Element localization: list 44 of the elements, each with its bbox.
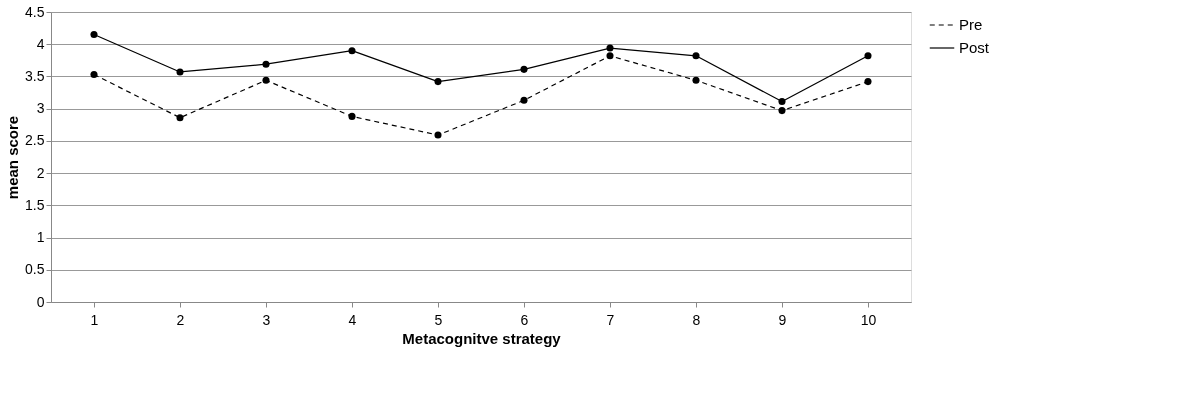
point — [778, 98, 786, 106]
y-tick-label: 1 — [36, 229, 45, 246]
point — [692, 76, 700, 84]
x-axis-title: Metacognitve strategy — [402, 329, 562, 347]
point — [434, 131, 442, 139]
point — [778, 107, 786, 115]
y-tick-label: 0 — [36, 293, 45, 310]
x-tick-label: 4 — [348, 311, 357, 328]
point — [90, 31, 98, 39]
y-axis-title: mean score — [4, 115, 22, 200]
point — [348, 47, 356, 55]
x-tick-label: 3 — [262, 311, 271, 328]
point — [520, 65, 528, 73]
y-tick-label: 2.5 — [25, 132, 45, 149]
y-tick-label: 3 — [36, 100, 45, 117]
point — [606, 44, 614, 52]
x-tick-label: 9 — [778, 311, 787, 328]
x-tick-label: 1 — [90, 311, 99, 328]
legend-label: Pre — [959, 16, 983, 33]
point — [176, 114, 184, 122]
point — [864, 52, 872, 60]
point — [348, 112, 356, 120]
point — [262, 60, 270, 68]
y-tick-label: 2 — [36, 164, 45, 181]
y-tick-label: 1.5 — [25, 196, 45, 213]
point — [90, 70, 98, 79]
y-tick-label: 0.5 — [25, 261, 45, 278]
point — [606, 52, 614, 60]
x-tick-label: 2 — [176, 311, 185, 328]
x-tick-label: 8 — [692, 311, 701, 328]
y-tick-label: 4.5 — [25, 3, 45, 20]
point — [520, 96, 528, 104]
x-tick-label: 7 — [606, 311, 615, 328]
point — [434, 78, 442, 86]
point — [864, 78, 872, 86]
point — [262, 76, 270, 84]
x-tick-label: 5 — [434, 311, 443, 328]
point — [176, 68, 184, 76]
legend-label: Post — [959, 39, 990, 56]
y-tick-label: 3.5 — [25, 67, 45, 84]
y-tick-label: 4 — [36, 35, 45, 52]
point — [692, 52, 700, 60]
x-tick-label: 6 — [520, 311, 529, 328]
x-tick-label: 10 — [860, 311, 877, 328]
